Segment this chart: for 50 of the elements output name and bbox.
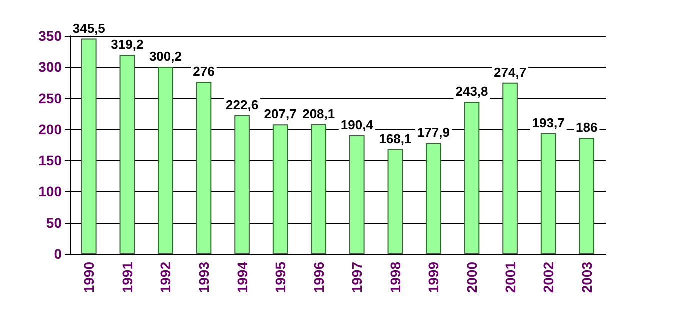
bar [311, 124, 327, 254]
bar [579, 138, 595, 254]
data-label: 193,7 [532, 115, 565, 130]
data-label: 168,1 [379, 131, 412, 146]
x-tick-label: 1992 [158, 262, 174, 294]
data-label: 274,7 [494, 64, 527, 80]
x-tick-label: 1998 [387, 262, 404, 294]
y-tick-label: 150 [38, 152, 62, 169]
bar [158, 67, 174, 254]
bar [464, 102, 480, 254]
data-label: 190,4 [340, 117, 374, 132]
data-label: 186 [576, 120, 598, 136]
x-tick-label: 1990 [81, 262, 98, 294]
x-tick-label: 1993 [196, 262, 212, 294]
x-tick-label: 2003 [578, 262, 595, 294]
y-tick-label: 200 [38, 121, 62, 138]
data-label: 276 [193, 64, 215, 80]
data-label: 177,9 [417, 125, 450, 140]
bar [426, 143, 442, 254]
y-tick-label: 100 [38, 184, 62, 200]
data-label: 222,6 [226, 97, 259, 112]
bar [81, 38, 97, 254]
bar [502, 82, 518, 254]
data-label: 208,1 [302, 106, 336, 122]
y-tick-label: 250 [38, 90, 62, 106]
x-tick-label: 1997 [349, 262, 366, 294]
data-label: 300,2 [149, 49, 182, 64]
y-tick-label: 300 [38, 59, 62, 76]
x-tick-label: 1994 [234, 262, 250, 294]
data-label: 207,7 [264, 106, 297, 122]
x-tick-label: 1995 [272, 262, 289, 294]
bar [540, 133, 556, 254]
x-tick-label: 2002 [540, 262, 557, 294]
bar [234, 115, 250, 254]
bar [272, 124, 288, 254]
bar [196, 82, 212, 254]
bar [349, 135, 365, 254]
x-tick-label: 1996 [310, 262, 327, 294]
x-tick-label: 2000 [464, 262, 480, 294]
data-label: 345,5 [72, 20, 106, 36]
bar [388, 149, 404, 254]
y-tick-label: 350 [38, 28, 62, 44]
y-tick-label: 50 [46, 214, 62, 231]
x-tick-label: 1991 [119, 262, 136, 294]
data-label: 243,8 [456, 84, 488, 100]
x-tick-label: 2001 [502, 262, 518, 294]
y-tick-label: 0 [54, 246, 62, 262]
data-label: 319,2 [111, 37, 144, 52]
x-tick-label: 1999 [426, 262, 442, 294]
bar [120, 55, 136, 254]
